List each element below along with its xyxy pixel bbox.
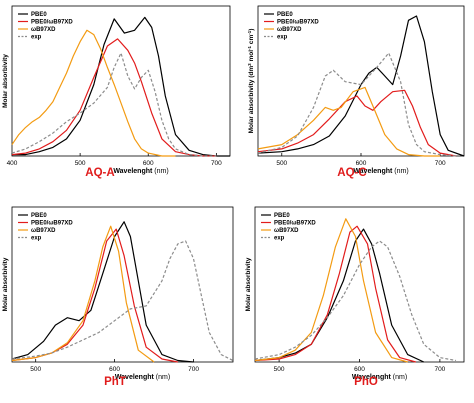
x-tick-label: 500 [274,366,285,373]
y-axis-label: Molar absorbivity [245,257,252,311]
legend-label: PBE0/ωB97XD [277,20,319,26]
x-tick-label: 500 [30,366,41,373]
x-axis-label-main: Wavelenght [352,374,392,381]
legend-label: PBE0 [31,12,47,18]
y-axis-label: Molar absorbivity [2,257,9,311]
legend-label: PBE0/ωB97XD [274,221,316,227]
series-line-pbe0-wb97xd [11,228,178,363]
x-tick-label: 700 [435,160,446,167]
y-axis-label-part: Molar absorbivity (dm [248,66,255,134]
series-line-pbe0 [12,16,230,157]
x-axis-label-unit: (nm) [152,168,168,175]
x-axis-label-main: Wavelenght [353,168,393,175]
x-axis-label: Wavelenght (nm) [353,168,408,175]
x-tick-label: 600 [354,366,365,373]
x-tick-label: 600 [143,160,154,167]
legend-label: ωB97XD [31,228,56,234]
y-axis-label-part: 3 [247,63,252,66]
x-axis-label: Wavelenght (nm) [115,374,170,381]
y-axis-label-part: -1 [247,30,252,34]
y-axis-label-part: cm [248,35,255,46]
legend-label: PBE0 [277,12,293,18]
plot-frame [11,206,234,363]
series-line-pbe0-wb97xd [254,225,416,363]
series-line-pbe0-wb97xd [11,38,217,157]
y-axis-label-part: Molar absorbivity [245,257,252,311]
legend-label: ωB97XD [31,27,56,33]
x-axis-label-main: Wavelenght [115,374,155,381]
legend-label: ωB97XD [277,27,302,33]
x-axis-label: Wavelenght (nm) [113,168,168,175]
series-line-exp [257,52,457,157]
series-line-pbe0 [257,15,465,157]
series-line-exp [11,240,234,362]
x-tick-label: 700 [188,366,199,373]
y-axis-label-part: mol [248,50,255,64]
legend-label: exp [274,236,285,242]
x-tick-label: 500 [75,160,86,167]
legend-label: PBE0 [274,213,290,219]
panel-label: PhO [354,376,378,388]
series-line-exp [254,240,457,362]
x-tick-label: 600 [109,366,120,373]
legend-label: exp [31,236,42,242]
x-axis-label-unit: (nm) [391,374,407,381]
x-axis-label: Wavelenght (nm) [352,374,407,381]
panel-pho: 500 600 700 Wavelenght (nm) Molar absorbivit… [245,206,465,388]
y-axis-label-part: Molar absorbivity [2,54,9,108]
x-tick-label: 600 [356,160,367,167]
series-line-wb97xd [257,86,441,157]
y-axis-label: Molar absorbivity [2,54,9,108]
x-axis-label-unit: (nm) [154,374,170,381]
plot-frame [11,5,231,157]
panel-aq-a: 400 500 600 700 Wavelenght (nm) Molar absorbi… [2,5,231,179]
y-axis-label-part: -1 [247,45,252,49]
x-tick-label: 500 [276,160,287,167]
y-axis-label: Molar absorbivity (dm3 mol-1 cm-1) [247,29,256,134]
series-line-pbe0-wb97xd [257,89,457,157]
x-tick-label: 400 [7,160,18,167]
series-line-pbe0 [254,228,425,363]
legend-label: PBE0 [31,213,47,219]
panel-pht: 500 600 700 Wavelenght (nm) Molar absorbivit… [2,206,234,388]
series-line-wb97xd [11,29,176,157]
series-line-exp [11,52,217,157]
legend-label: PBE0/ωB97XD [31,221,73,227]
x-tick-label: 700 [211,160,222,167]
legend-label: exp [277,35,288,41]
legend-label: exp [31,35,42,41]
y-axis-label-part: Molar absorbivity [2,257,9,311]
panel-label: AQ-A [85,167,114,179]
panel-aq-c: 500 600 700 Wavelenght (nm) Molar absorbivit… [247,5,465,179]
x-tick-label: 700 [434,366,445,373]
series-line-wb97xd [254,218,408,363]
series-line-pbe0 [11,221,194,363]
panel-label: AQ-C [337,167,366,179]
y-axis-label-part: ) [248,29,255,31]
x-axis-label-main: Wavelenght [113,168,153,175]
panel-label: PhT [104,376,126,388]
x-axis-label-unit: (nm) [392,168,408,175]
legend-label: PBE0/ωB97XD [31,20,73,26]
legend-label: ωB97XD [274,228,299,234]
